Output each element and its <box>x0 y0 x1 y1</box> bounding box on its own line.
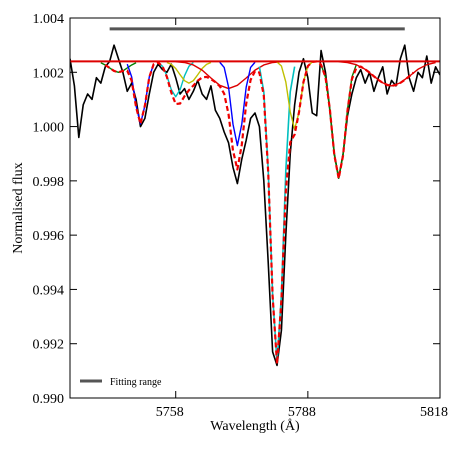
y-tick-label: 0.996 <box>33 229 65 244</box>
series-line <box>104 60 415 365</box>
series-line <box>219 61 256 147</box>
y-tick-label: 0.990 <box>33 392 65 407</box>
axes-frame <box>69 17 441 399</box>
series-line <box>126 63 155 125</box>
y-tick-label: 1.004 <box>33 12 65 27</box>
x-tick-label: 5758 <box>156 405 184 420</box>
x-axis-label: Wavelength (Å) <box>210 418 300 434</box>
series-line <box>70 44 440 367</box>
x-tick-label: 5788 <box>288 405 316 420</box>
y-axis-label: Normalised flux <box>11 162 26 253</box>
legend-label: Fitting range <box>110 377 162 388</box>
y-tick-label: 1.002 <box>33 66 65 81</box>
plot-area <box>70 27 440 367</box>
y-tick-label: 0.998 <box>33 175 65 190</box>
y-tick-label: 1.000 <box>33 121 65 136</box>
x-tick-label: 5818 <box>420 405 448 420</box>
series-line <box>166 61 212 84</box>
y-tick-label: 0.994 <box>33 283 65 298</box>
y-tick-label: 0.992 <box>33 338 65 353</box>
